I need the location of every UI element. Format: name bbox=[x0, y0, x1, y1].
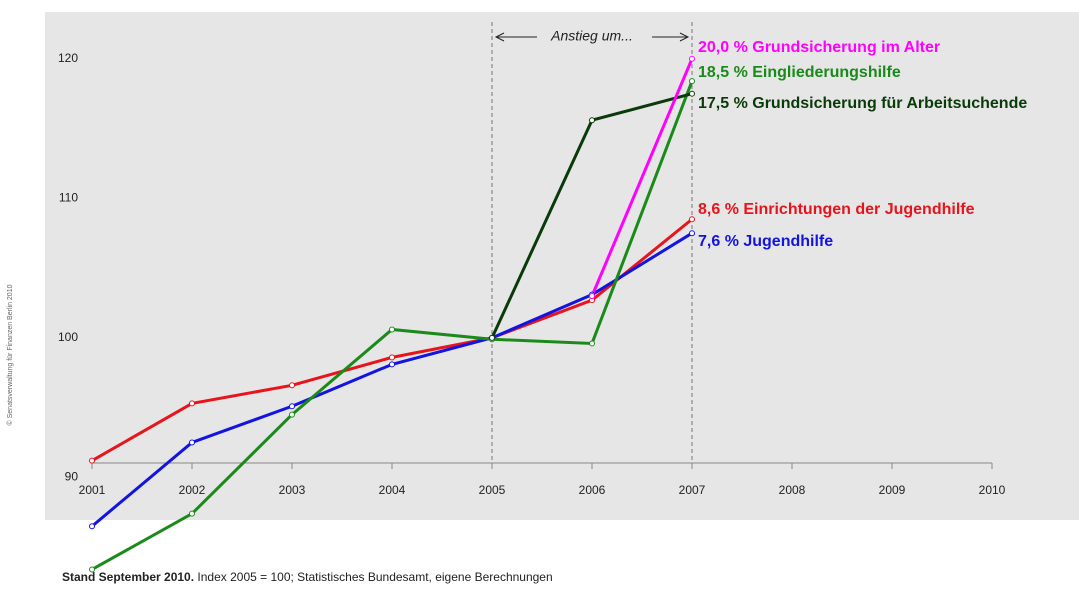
y-tick-label: 110 bbox=[59, 191, 78, 205]
point bbox=[189, 400, 195, 407]
plot-background bbox=[45, 12, 1079, 520]
point bbox=[289, 411, 295, 418]
x-tick-label: 2006 bbox=[579, 483, 606, 497]
series-label: 8,6 % Einrichtungen der Jugendhilfe bbox=[698, 201, 975, 218]
point bbox=[589, 117, 595, 124]
point bbox=[689, 90, 695, 97]
credit: © Senatsverwaltung für Finanzen Berlin 2… bbox=[6, 284, 14, 425]
point bbox=[689, 230, 695, 237]
point bbox=[189, 510, 195, 517]
point bbox=[89, 523, 95, 530]
x-tick-label: 2007 bbox=[679, 483, 706, 497]
point bbox=[389, 361, 395, 368]
arrow bbox=[652, 32, 690, 42]
series-label: 17,5 % Grundsicherung für Arbeitsuchende bbox=[698, 95, 1027, 112]
point bbox=[689, 216, 695, 223]
point bbox=[189, 439, 195, 446]
y-tick-label: 90 bbox=[65, 470, 79, 484]
footnote-text: Index 2005 = 100; Statistisches Bundesam… bbox=[197, 570, 552, 584]
x-tick-label: 2005 bbox=[479, 483, 506, 497]
x-tick-label: 2002 bbox=[179, 483, 206, 497]
x-tick-label: 2004 bbox=[379, 483, 406, 497]
point bbox=[589, 340, 595, 347]
annotation: Anstieg um... bbox=[550, 28, 633, 44]
x-tick-label: 2001 bbox=[79, 483, 106, 497]
point bbox=[489, 334, 495, 341]
x-tick-label: 2008 bbox=[779, 483, 806, 497]
footnote-bold: Stand September 2010. bbox=[62, 570, 194, 584]
series-label: 18,5 % Eingliederungshilfe bbox=[698, 64, 901, 81]
y-tick-label: 120 bbox=[58, 51, 78, 65]
series-label: 20,0 % Grundsicherung im Alter bbox=[698, 39, 940, 56]
footnote: Stand September 2010. Index 2005 = 100; … bbox=[62, 570, 553, 584]
point bbox=[689, 78, 695, 85]
point bbox=[89, 457, 95, 464]
series-label: 7,6 % Jugendhilfe bbox=[698, 233, 833, 250]
point bbox=[589, 293, 595, 299]
series-line bbox=[590, 58, 694, 297]
point bbox=[389, 354, 395, 361]
x-tick-label: 2010 bbox=[979, 483, 1006, 497]
point bbox=[289, 403, 295, 410]
point bbox=[289, 382, 295, 389]
point bbox=[689, 55, 695, 62]
arrow bbox=[494, 32, 537, 42]
point bbox=[389, 326, 395, 333]
y-tick-label: 100 bbox=[58, 330, 78, 344]
x-tick-label: 2003 bbox=[279, 483, 306, 497]
x-tick-label: 2009 bbox=[879, 483, 906, 497]
point bbox=[89, 566, 95, 573]
